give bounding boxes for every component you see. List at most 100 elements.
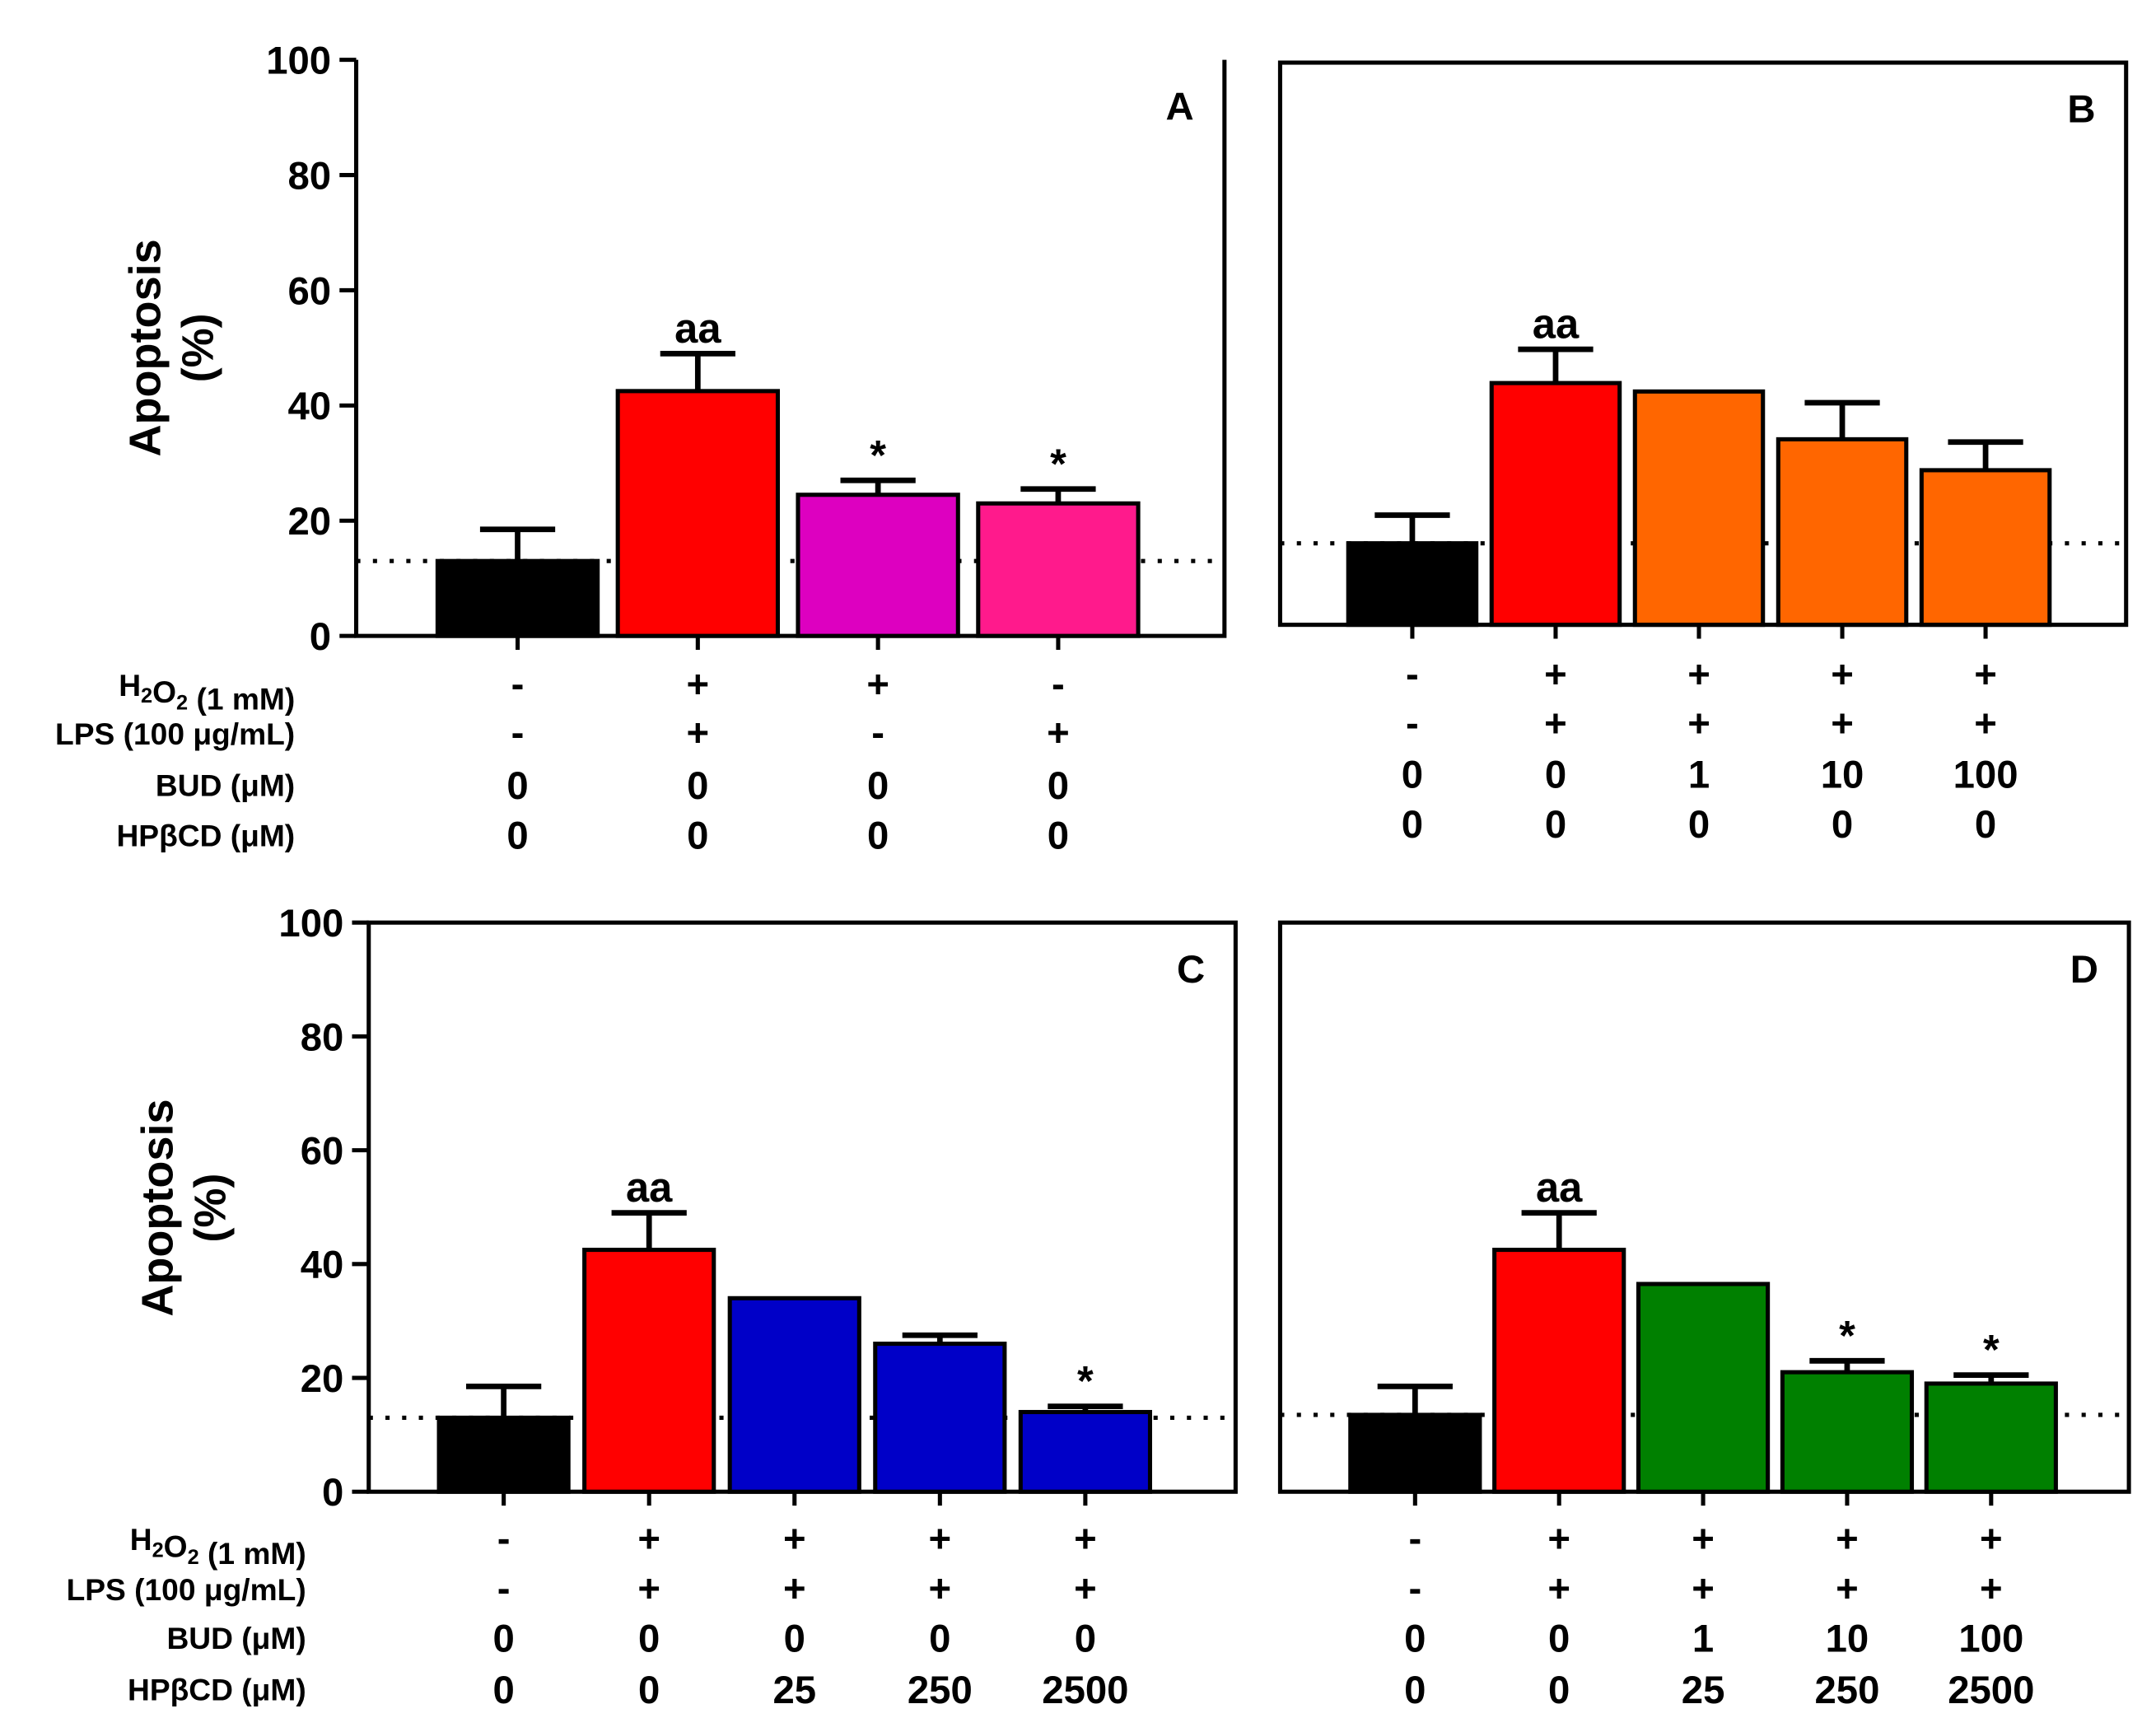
bud-value: 1 xyxy=(1688,753,1710,796)
hpbcd-value: 0 xyxy=(1548,1669,1570,1712)
lps-sign: - xyxy=(497,1567,511,1611)
bar xyxy=(1924,1381,2058,1494)
y-axis-label-line1: Apoptosis xyxy=(120,239,170,456)
hpbcd-value: 0 xyxy=(1832,803,1853,847)
y-tick-label: 40 xyxy=(301,1244,344,1287)
bar xyxy=(1348,1412,1482,1494)
h2o2-row-label: H2O2 (1 mM) xyxy=(119,668,295,717)
y-tick-label: 20 xyxy=(301,1357,344,1401)
significance-asterisk: * xyxy=(1050,440,1066,487)
lps-sign: - xyxy=(871,712,884,755)
bud-value: 0 xyxy=(929,1618,950,1661)
bar xyxy=(1346,541,1479,628)
hpbcd-value: 0 xyxy=(492,1669,514,1712)
hpbcd-value: 2500 xyxy=(1948,1669,2034,1712)
bar xyxy=(1919,468,2052,628)
hpbcd-value: 0 xyxy=(1048,815,1069,858)
subscript: 2 xyxy=(141,684,152,707)
y-axis-label: Apoptosis (%) xyxy=(120,239,222,456)
h2o2-sign: + xyxy=(783,1517,806,1561)
bud-row-label: BUD (μM) xyxy=(166,1621,306,1655)
bar xyxy=(1776,437,1909,628)
label-part: (1 mM) xyxy=(188,682,295,717)
lps-row-label: LPS (100 μg/mL) xyxy=(67,1572,306,1607)
lps-sign: + xyxy=(1831,702,1854,745)
bud-value: 0 xyxy=(1545,753,1566,796)
significance-label: aa xyxy=(626,1164,673,1211)
lps-sign: + xyxy=(637,1567,660,1611)
bar xyxy=(1632,389,1766,628)
y-tick-label: 60 xyxy=(301,1130,344,1174)
hpbcd-value: 0 xyxy=(687,815,708,858)
lps-sign: + xyxy=(783,1567,806,1611)
h2o2-sign: + xyxy=(637,1517,660,1561)
label-part: O xyxy=(152,675,176,709)
bud-value: 0 xyxy=(1548,1618,1570,1661)
bud-value: 0 xyxy=(638,1618,660,1661)
y-tick-label: 60 xyxy=(288,269,332,313)
lps-sign: + xyxy=(1974,702,1997,745)
y-tick-label: 20 xyxy=(288,500,332,544)
bar xyxy=(1780,1370,1915,1494)
panel-letter: D xyxy=(2070,948,2098,992)
y-tick-label: 0 xyxy=(322,1471,343,1515)
significance-asterisk: * xyxy=(1077,1357,1094,1404)
bud-value: 100 xyxy=(1958,1618,2023,1661)
h2o2-sign: + xyxy=(1547,1517,1570,1561)
hpbcd-value: 0 xyxy=(1975,803,1996,847)
y-axis-label-line2: (%) xyxy=(174,313,223,382)
lps-sign: + xyxy=(1074,1567,1097,1611)
h2o2-sign: - xyxy=(1052,662,1065,706)
lps-sign: - xyxy=(1406,702,1419,745)
hpbcd-value: 0 xyxy=(1404,1669,1426,1712)
h2o2-sign: - xyxy=(497,1517,511,1561)
h2o2-sign: + xyxy=(1980,1517,2003,1561)
lps-sign: + xyxy=(1836,1567,1859,1611)
lps-sign: + xyxy=(929,1567,952,1611)
bud-value: 0 xyxy=(687,764,708,808)
lps-sign: + xyxy=(1547,1567,1570,1611)
bar xyxy=(1489,380,1622,628)
h2o2-sign: + xyxy=(1544,653,1567,697)
bar xyxy=(796,493,960,638)
lps-sign: + xyxy=(1544,702,1567,745)
hpbcd-value: 0 xyxy=(638,1669,660,1712)
hpbcd-value: 250 xyxy=(1814,1669,1879,1712)
significance-asterisk: * xyxy=(870,432,886,479)
hpbcd-row-label: HPβCD (μM) xyxy=(128,1673,306,1707)
bar xyxy=(1492,1248,1626,1494)
h2o2-sign: + xyxy=(866,662,889,706)
h2o2-sign: - xyxy=(511,662,525,706)
lps-sign: + xyxy=(687,712,710,755)
hpbcd-value: 0 xyxy=(1688,803,1710,847)
lps-sign: + xyxy=(1692,1567,1715,1611)
h2o2-row-label: H2O2 (1 mM) xyxy=(130,1522,306,1571)
lps-row-label: LPS (100 μg/mL) xyxy=(55,717,295,751)
h2o2-sign: + xyxy=(1974,653,1997,697)
h2o2-sign: + xyxy=(929,1517,952,1561)
bud-value: 10 xyxy=(1826,1618,1869,1661)
lps-sign: - xyxy=(511,712,525,755)
h2o2-sign: + xyxy=(1692,1517,1715,1561)
hpbcd-value: 0 xyxy=(867,815,889,858)
bar xyxy=(615,389,781,638)
h2o2-sign: + xyxy=(1836,1517,1859,1561)
hpbcd-value: 25 xyxy=(1682,1669,1725,1712)
y-tick-label: 80 xyxy=(288,154,332,198)
h2o2-sign: - xyxy=(1408,1517,1421,1561)
significance-label: aa xyxy=(674,305,721,352)
y-tick-label: 100 xyxy=(266,40,331,83)
significance-label: aa xyxy=(1533,301,1580,348)
bud-value: 0 xyxy=(1402,753,1423,796)
y-tick-label: 100 xyxy=(278,902,343,945)
bud-value: 0 xyxy=(1075,1618,1096,1661)
plot-frame xyxy=(354,59,1227,638)
panel-D: D - - 0 0 aa + +0 0 + +1 25 * + +10 250 * + +100 2500 xyxy=(1277,920,2131,1712)
bar xyxy=(1018,1409,1152,1494)
panel-letter: C xyxy=(1177,948,1205,992)
lps-sign: - xyxy=(1408,1567,1421,1611)
